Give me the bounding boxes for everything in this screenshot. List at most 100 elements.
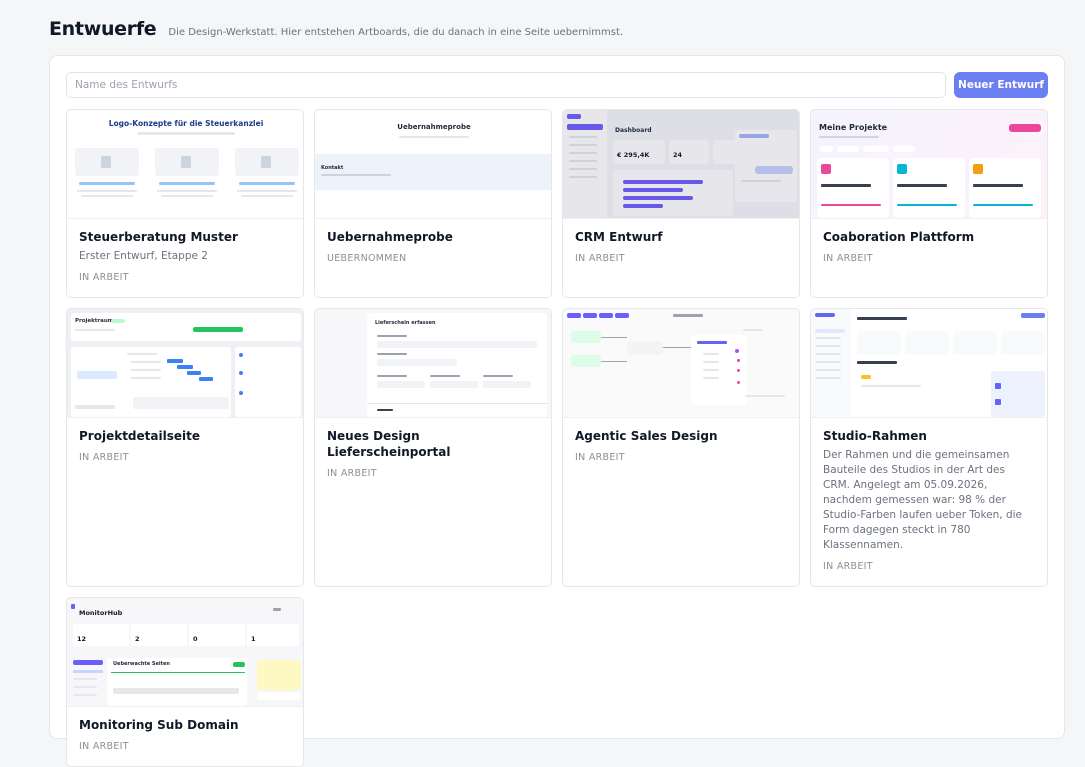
thumb-shape [569,136,597,138]
card-thumbnail: Dashboard € 295,4K 24 [563,110,799,219]
draft-card[interactable]: MonitorHub 12 2 0 1 Ueberwachte Seiten Monitor… [66,597,304,767]
thumb-shape [321,174,391,176]
thumb-shape [741,180,781,182]
thumb-shape [821,204,881,206]
card-thumbnail [811,309,1047,418]
thumb-shape [815,329,845,333]
thumb-shape [861,385,921,387]
draft-card[interactable]: Lieferschein erfassen Neues Design Liefer… [314,308,552,587]
thumb-shape [131,624,187,646]
thumb-shape [193,327,243,332]
thumb-shape [137,132,235,135]
thumb-shape [430,375,460,377]
thumb-shape [703,353,719,355]
thumb-shape [737,381,740,384]
draft-card[interactable]: Studio-Rahmen Der Rahmen und die gemeinsa… [810,308,1048,587]
thumb-shape [77,190,137,192]
thumb-shape [583,313,597,318]
thumb-shape [861,375,871,379]
card-body: Studio-Rahmen Der Rahmen und die gemeinsa… [811,418,1047,586]
card-status: IN ARBEIT [327,468,377,479]
thumb-shape [905,331,949,355]
card-thumbnail: Logo-Konzepte für die Steuerkanzlei [67,110,303,219]
thumb-shape [377,335,407,337]
thumb-shape [377,375,407,377]
card-body: Monitoring Sub Domain IN ARBEIT [67,707,303,766]
thumb-shape [75,329,115,331]
thumb-shape [563,110,799,218]
thumb-shape [199,377,213,381]
thumb-shape [737,369,740,372]
thumb-shape [167,359,183,363]
card-body: Neues Design Lieferscheinportal IN ARBEIT [315,418,551,493]
thumb-shape [601,361,627,362]
thumb-shape [483,381,531,388]
thumb-shape [79,182,135,185]
thumb-shape [239,353,243,357]
draft-card[interactable]: Agentic Sales Design IN ARBEIT [562,308,800,587]
card-thumbnail: Meine Projekte [811,110,1047,219]
thumb-shape [113,688,239,694]
thumb-shape [821,164,831,174]
card-title: Agentic Sales Design [575,429,718,443]
thumb-shape [819,146,833,152]
draft-card[interactable]: Uebernahmeprobe Kontakt Uebernahmeprobe UEB… [314,109,552,298]
thumb-text: Logo-Konzepte für die Steuerkanzlei [108,119,264,128]
thumb-shape [857,361,897,364]
thumb-shape [73,660,103,665]
thumb-shape [77,371,117,379]
thumb-shape [239,371,243,375]
draft-card[interactable]: Projektraum Projektdetailseite IN ARBEIT [66,308,304,587]
thumb-text: Uebernahmeprobe [397,123,471,131]
toolbar: Name des Entwurfs Neuer Entwurf [66,72,1048,98]
thumb-text: 24 [673,151,683,159]
thumb-shape [815,337,841,339]
draft-card[interactable]: Meine Projekte Coaboration Plattform IN AR… [810,109,1048,298]
thumb-shape [569,176,597,178]
thumb-shape [569,168,597,170]
draft-card[interactable]: Dashboard € 295,4K 24 CRM Entwurf IN ARBEIT [562,109,800,298]
thumb-shape [377,409,393,411]
thumb-shape [623,196,693,200]
card-body: Uebernahmeprobe UEBERNOMMEN [315,219,551,278]
thumb-shape [73,678,97,680]
thumb-shape [897,204,957,206]
thumb-shape [1009,124,1041,132]
thumb-shape [377,341,537,348]
thumb-shape [131,369,161,371]
thumb-shape [111,319,125,323]
thumb-shape [133,397,229,409]
thumb-shape [1001,331,1045,355]
thumb-shape [623,180,703,184]
thumb-shape [613,170,733,216]
thumb-shape [189,624,245,646]
thumb-shape [177,365,193,369]
card-subtitle: Der Rahmen und die gemeinsamen Bauteile … [823,449,1023,551]
draft-card[interactable]: Logo-Konzepte für die Steuerkanzlei Steue… [66,109,304,298]
card-body: CRM Entwurf IN ARBEIT [563,219,799,278]
thumb-shape [837,146,859,152]
new-draft-button[interactable]: Neuer Entwurf [954,72,1048,98]
thumb-shape [101,156,111,168]
thumb-shape [995,399,1001,405]
thumb-shape [367,403,547,404]
search-input[interactable]: Name des Entwurfs [66,72,946,98]
card-status: UEBERNOMMEN [327,253,407,264]
card-status: IN ARBEIT [575,253,625,264]
card-title: Monitoring Sub Domain [79,718,239,732]
thumb-shape [237,190,297,192]
thumb-shape [703,377,719,379]
page-subtitle: Die Design-Werkstatt. Hier entstehen Art… [168,27,624,38]
thumb-shape [131,377,161,379]
header: Entwuerfe Die Design-Werkstatt. Hier ent… [49,18,623,40]
thumb-shape [569,144,597,146]
thumb-shape [815,353,841,355]
thumb-text: Dashboard [615,127,652,134]
thumb-shape [377,359,457,366]
thumb-shape [71,313,301,341]
thumb-shape [159,182,215,185]
thumb-text: 2 [135,635,140,643]
thumb-shape [483,375,513,377]
